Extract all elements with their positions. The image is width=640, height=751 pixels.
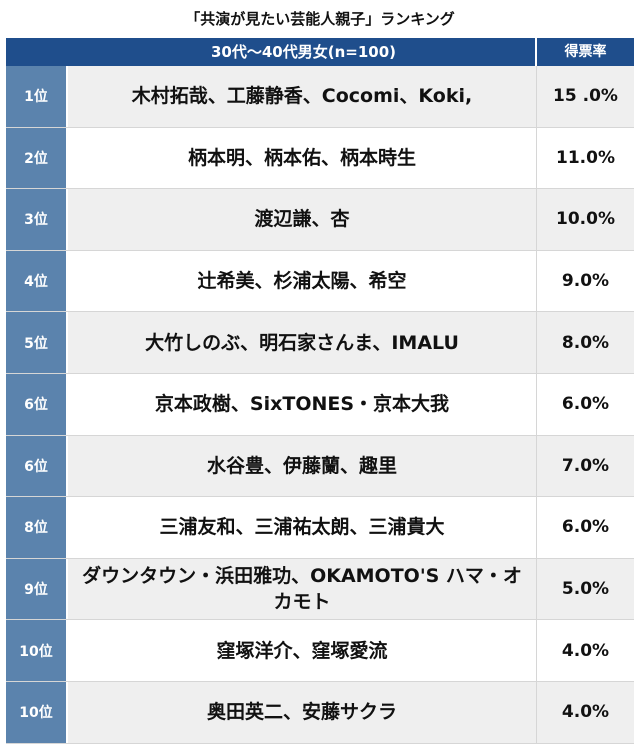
rate-cell: 6.0% [537, 373, 634, 435]
rate-cell: 10.0% [537, 189, 634, 250]
ranking-table: 30代〜40代男女(n=100) 得票率 1位 木村拓哉、工藤静香、Cocomi… [6, 38, 634, 744]
rank-cell: 1位 [6, 66, 68, 127]
table-row: 8位 三浦友和、三浦祐太朗、三浦貴大 6.0% [6, 497, 634, 559]
names-cell: 京本政樹、SixTONES・京本大我 [68, 373, 537, 435]
names-cell: 辻希美、杉浦太陽、希空 [68, 250, 537, 312]
names-cell: 奥田英二、安藤サクラ [68, 681, 537, 743]
header-group-label: 30代〜40代男女(n=100) [6, 38, 537, 66]
table-row: 5位 大竹しのぶ、明石家さんま、IMALU 8.0% [6, 312, 634, 374]
rate-cell: 6.0% [537, 497, 634, 558]
names-cell: 大竹しのぶ、明石家さんま、IMALU [68, 312, 537, 373]
rank-cell: 3位 [6, 189, 68, 250]
names-cell: 水谷豊、伊藤蘭、趣里 [68, 435, 537, 497]
names-cell: 柄本明、柄本佑、柄本時生 [68, 127, 537, 189]
table-row: 10位 窪塚洋介、窪塚愛流 4.0% [6, 620, 634, 682]
names-cell: 三浦友和、三浦祐太朗、三浦貴大 [68, 497, 537, 558]
table-row: 9位 ダウンタウン・浜田雅功、OKAMOTO'S ハマ・オカモト 5.0% [6, 558, 634, 621]
rank-cell: 2位 [6, 127, 68, 189]
rate-cell: 4.0% [537, 620, 634, 681]
table-row: 4位 辻希美、杉浦太陽、希空 9.0% [6, 250, 634, 313]
rate-cell: 5.0% [537, 558, 634, 620]
rank-cell: 4位 [6, 250, 68, 312]
rank-cell: 9位 [6, 558, 68, 620]
table-row: 6位 水谷豊、伊藤蘭、趣里 7.0% [6, 435, 634, 498]
table-header: 30代〜40代男女(n=100) 得票率 [6, 38, 634, 66]
rank-cell: 5位 [6, 312, 68, 373]
page-title: 「共演が見たい芸能人親子」ランキング [185, 10, 455, 28]
header-rate-label: 得票率 [537, 38, 634, 66]
table-row: 3位 渡辺謙、杏 10.0% [6, 189, 634, 251]
table-row: 10位 奥田英二、安藤サクラ 4.0% [6, 681, 634, 744]
table-row: 6位 京本政樹、SixTONES・京本大我 6.0% [6, 373, 634, 436]
rate-cell: 8.0% [537, 312, 634, 373]
rate-cell: 15 .0% [537, 66, 634, 127]
rate-cell: 4.0% [537, 681, 634, 743]
table-row: 1位 木村拓哉、工藤静香、Cocomi、Koki, 15 .0% [6, 66, 634, 128]
rank-cell: 6位 [6, 373, 68, 435]
rate-cell: 7.0% [537, 435, 634, 497]
names-cell: ダウンタウン・浜田雅功、OKAMOTO'S ハマ・オカモト [68, 558, 537, 620]
names-cell: 木村拓哉、工藤静香、Cocomi、Koki, [68, 66, 537, 127]
names-cell: 渡辺謙、杏 [68, 189, 537, 250]
rank-cell: 8位 [6, 497, 68, 558]
names-cell: 窪塚洋介、窪塚愛流 [68, 620, 537, 681]
rank-cell: 10位 [6, 681, 68, 743]
rank-cell: 6位 [6, 435, 68, 497]
rank-cell: 10位 [6, 620, 68, 681]
table-row: 2位 柄本明、柄本佑、柄本時生 11.0% [6, 127, 634, 190]
rate-cell: 11.0% [537, 127, 634, 189]
rate-cell: 9.0% [537, 250, 634, 312]
